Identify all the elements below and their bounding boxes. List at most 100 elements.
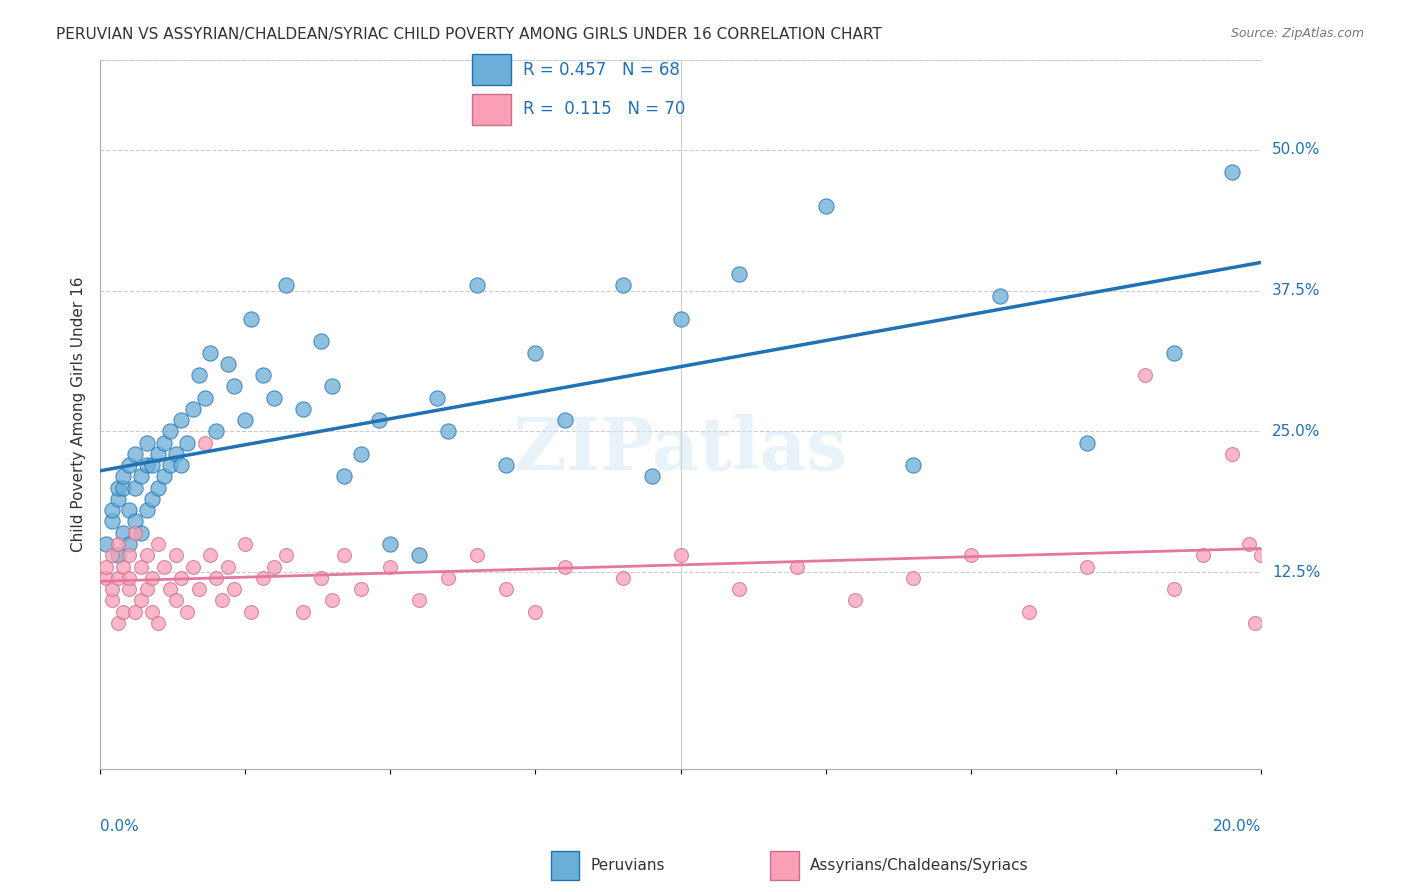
Point — [141, 458, 163, 472]
Text: Source: ZipAtlas.com: Source: ZipAtlas.com — [1230, 27, 1364, 40]
Point — [495, 582, 517, 596]
Point — [165, 447, 187, 461]
Point — [112, 605, 135, 619]
Point — [187, 368, 209, 382]
Point — [217, 357, 239, 371]
Text: 12.5%: 12.5% — [1272, 565, 1320, 580]
Point — [148, 447, 170, 461]
Point — [107, 491, 129, 506]
Point — [165, 549, 187, 563]
Point — [309, 571, 332, 585]
Point — [240, 605, 263, 619]
Point — [321, 593, 343, 607]
Point — [129, 593, 152, 607]
Point — [1244, 615, 1267, 630]
Point — [1163, 345, 1185, 359]
Point — [181, 401, 204, 416]
Point — [107, 481, 129, 495]
Text: Assyrians/Chaldeans/Syriacs: Assyrians/Chaldeans/Syriacs — [810, 858, 1028, 872]
Point — [135, 582, 157, 596]
Point — [350, 447, 373, 461]
Point — [107, 537, 129, 551]
Point — [233, 413, 256, 427]
Point — [1133, 368, 1156, 382]
Point — [669, 549, 692, 563]
Point — [118, 537, 141, 551]
Point — [112, 481, 135, 495]
Point — [211, 593, 233, 607]
Point — [135, 435, 157, 450]
Point — [263, 391, 285, 405]
Point — [129, 469, 152, 483]
Point — [309, 334, 332, 349]
Point — [844, 593, 866, 607]
Point — [1163, 582, 1185, 596]
Point — [1250, 549, 1272, 563]
Point — [333, 549, 356, 563]
Point — [901, 458, 924, 472]
Point — [467, 277, 489, 292]
Point — [200, 549, 222, 563]
Text: 25.0%: 25.0% — [1272, 424, 1320, 439]
Point — [112, 559, 135, 574]
Point — [124, 481, 146, 495]
Point — [524, 345, 547, 359]
Point — [292, 605, 315, 619]
Point — [153, 469, 176, 483]
Point — [222, 379, 245, 393]
Point — [100, 593, 122, 607]
Point — [159, 458, 181, 472]
Point — [222, 582, 245, 596]
Point — [380, 537, 402, 551]
Point — [94, 571, 117, 585]
Point — [107, 549, 129, 563]
Point — [233, 537, 256, 551]
Point — [118, 571, 141, 585]
Point — [274, 277, 297, 292]
Point — [350, 582, 373, 596]
Point — [118, 582, 141, 596]
Point — [135, 549, 157, 563]
Point — [124, 447, 146, 461]
Point — [263, 559, 285, 574]
Point — [1076, 435, 1098, 450]
Text: 37.5%: 37.5% — [1272, 283, 1320, 298]
Point — [217, 559, 239, 574]
Point — [495, 458, 517, 472]
Point — [141, 491, 163, 506]
Text: PERUVIAN VS ASSYRIAN/CHALDEAN/SYRIAC CHILD POVERTY AMONG GIRLS UNDER 16 CORRELAT: PERUVIAN VS ASSYRIAN/CHALDEAN/SYRIAC CHI… — [56, 27, 882, 42]
Point — [112, 525, 135, 540]
Point — [118, 549, 141, 563]
Point — [1220, 447, 1243, 461]
Point — [112, 469, 135, 483]
Point — [408, 549, 430, 563]
Point — [124, 525, 146, 540]
Point — [814, 199, 837, 213]
Point — [240, 311, 263, 326]
Text: R = 0.457   N = 68: R = 0.457 N = 68 — [523, 61, 681, 78]
Point — [159, 425, 181, 439]
Point — [612, 571, 634, 585]
Point — [467, 549, 489, 563]
Point — [408, 593, 430, 607]
Point — [176, 435, 198, 450]
Point — [148, 615, 170, 630]
Point — [194, 435, 217, 450]
Point — [274, 549, 297, 563]
Point — [170, 571, 193, 585]
Point — [437, 571, 460, 585]
Text: Peruvians: Peruvians — [591, 858, 665, 872]
Text: R =  0.115   N = 70: R = 0.115 N = 70 — [523, 100, 685, 118]
Point — [100, 549, 122, 563]
Point — [1192, 549, 1215, 563]
Point — [118, 458, 141, 472]
Point — [252, 368, 274, 382]
Point — [727, 582, 749, 596]
Point — [1076, 559, 1098, 574]
Bar — [551, 851, 579, 880]
Point — [333, 469, 356, 483]
Point — [176, 605, 198, 619]
Point — [107, 615, 129, 630]
Point — [960, 549, 983, 563]
Point — [148, 537, 170, 551]
